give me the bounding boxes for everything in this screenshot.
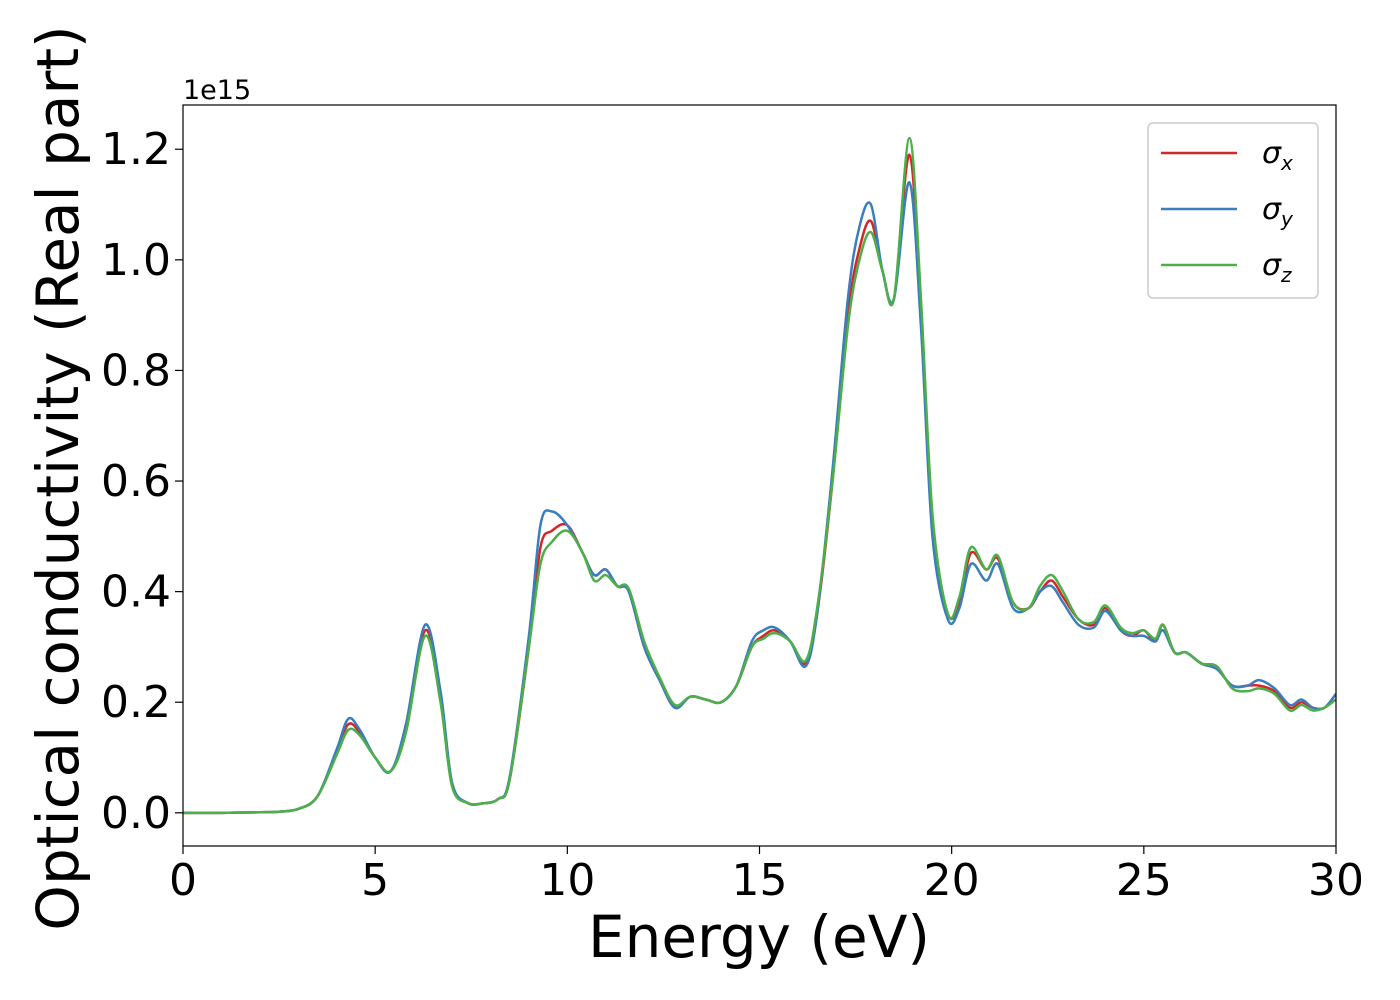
x-tick-label: 10 xyxy=(539,855,595,906)
x-tick-label: 5 xyxy=(361,855,389,906)
x-axis-title: Energy (eV) xyxy=(588,903,930,971)
legend-box xyxy=(1147,122,1319,299)
legend-entry-x: σx xyxy=(1262,136,1293,175)
x-tick-label: 20 xyxy=(924,855,980,906)
legend-entry-y: σy xyxy=(1262,192,1294,231)
y-axis-title: Optical conductivity (Real part) xyxy=(24,25,92,930)
y-tick-label: 0.0 xyxy=(101,788,171,839)
y-tick-label: 0.6 xyxy=(101,456,171,507)
x-tick-label: 0 xyxy=(169,855,197,906)
y-offset-label: 1e15 xyxy=(183,75,251,106)
axes: 0 5 10 15 20 25 30 0.0 0.2 0.4 0.6 0.8 1.0 1.2 xyxy=(101,104,1364,906)
y-tick-label: 1.2 xyxy=(101,124,171,175)
plot-area xyxy=(183,136,1336,815)
y-tick-label: 1.0 xyxy=(101,235,171,286)
x-tick-label: 25 xyxy=(1116,855,1172,906)
x-tick-label: 15 xyxy=(732,855,788,906)
y-tick-label: 0.2 xyxy=(101,677,171,728)
series-line-z xyxy=(183,136,1336,815)
x-tick-label: 30 xyxy=(1308,855,1364,906)
y-tick-label: 0.8 xyxy=(101,345,171,396)
legend: σx σy σz xyxy=(1147,122,1319,299)
y-tick-label: 0.4 xyxy=(101,567,171,618)
legend-entry-z: σz xyxy=(1262,248,1292,287)
